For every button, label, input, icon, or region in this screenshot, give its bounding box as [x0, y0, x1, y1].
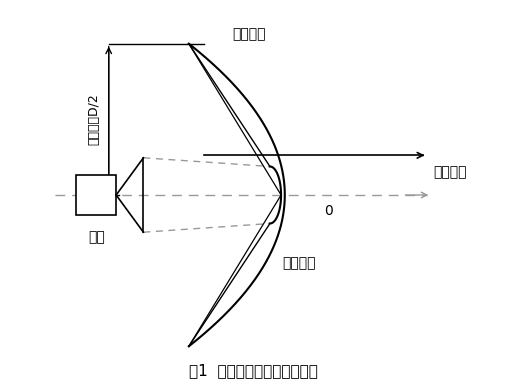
- Text: 0: 0: [324, 204, 333, 218]
- Bar: [76, 175, 116, 215]
- Text: 馈源: 馈源: [88, 230, 105, 244]
- Text: 旋转半径D/2: 旋转半径D/2: [87, 94, 100, 145]
- Text: 主反射面: 主反射面: [233, 27, 266, 41]
- Text: 图1  产品卡塞格伦天线示意图: 图1 产品卡塞格伦天线示意图: [189, 363, 318, 379]
- Text: 副反射面: 副反射面: [282, 256, 316, 270]
- Text: 轴线方向: 轴线方向: [434, 166, 467, 180]
